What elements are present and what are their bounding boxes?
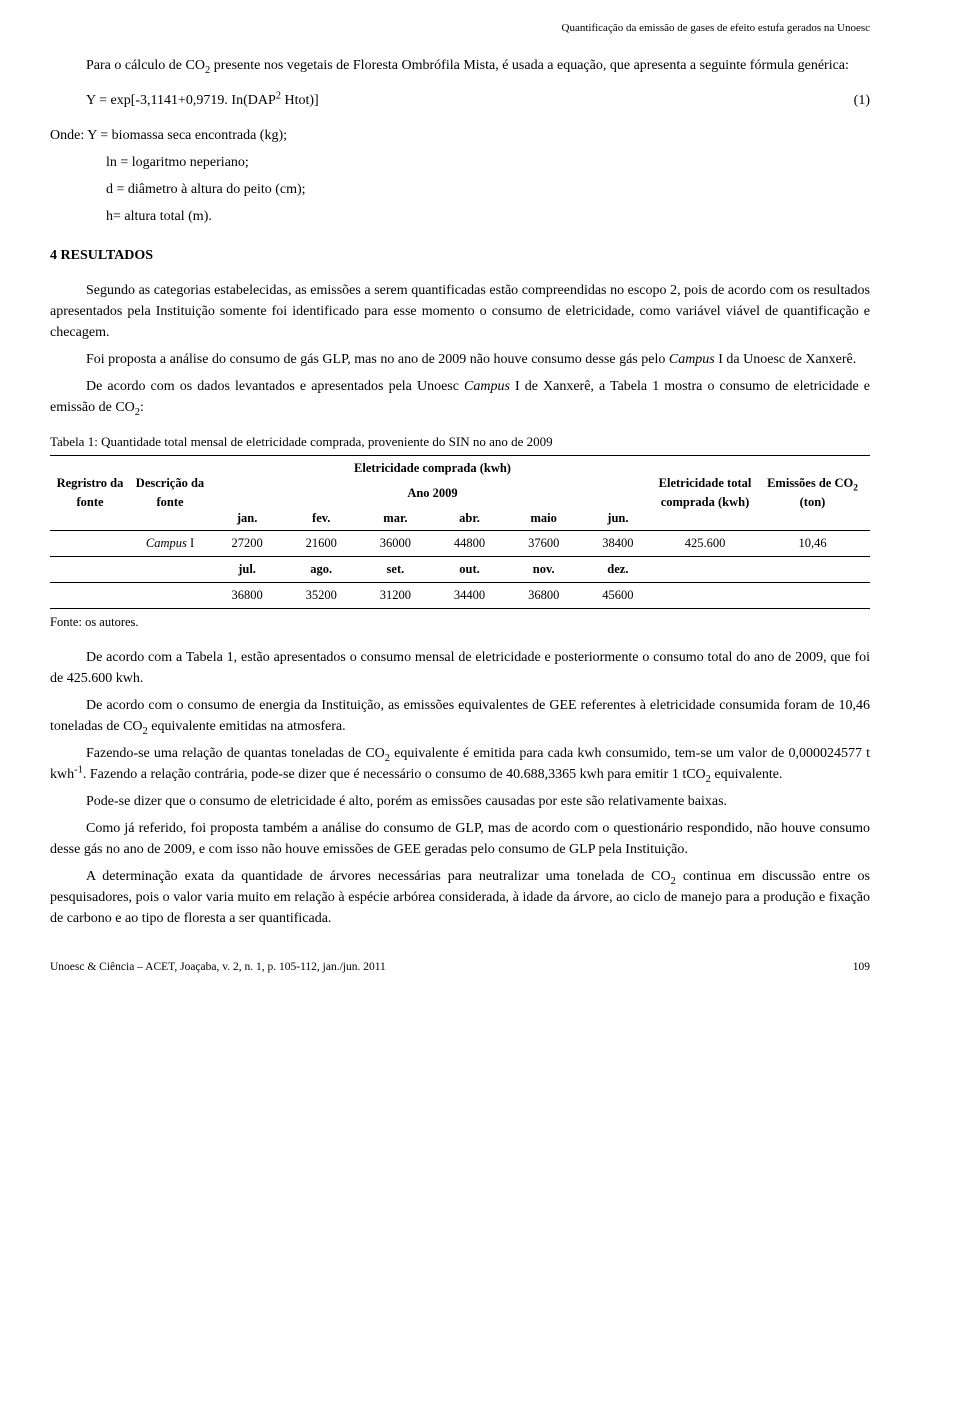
cell-blank [50, 582, 130, 608]
table-caption: Tabela 1: Quantidade total mensal de ele… [50, 432, 870, 452]
section-heading-results: 4 RESULTADOS [50, 245, 870, 266]
where-line: h= altura total (m). [50, 206, 870, 227]
sub-2: 2 [853, 484, 858, 494]
equation-number: (1) [854, 90, 870, 111]
text: Para o cálculo de CO [86, 58, 205, 73]
total-cell: 425.600 [655, 531, 755, 557]
where-lead: Onde: Y = biomassa seca encontrada (kg); [50, 125, 870, 146]
paragraph: De acordo com a Tabela 1, estão apresent… [50, 647, 870, 689]
value-cell: 36800 [507, 582, 581, 608]
col-year: Ano 2009 [210, 481, 655, 506]
footer-page-number: 109 [853, 959, 870, 976]
paragraph: De acordo com o consumo de energia da In… [50, 695, 870, 737]
text: Fazendo-se uma relação de quantas tonela… [86, 746, 385, 761]
table-source: Fonte: os autores. [50, 613, 870, 632]
equation-1: Y = exp[-3,1141+0,9719. In(DAP2 Htot)] (… [86, 90, 870, 111]
paragraph: A determinação exata da quantidade de ár… [50, 866, 870, 929]
month-cell: out. [432, 557, 506, 583]
month-cell: nov. [507, 557, 581, 583]
paragraph: Como já referido, foi proposta também a … [50, 818, 870, 860]
text: . Fazendo a relação contrária, pode-se d… [83, 767, 706, 782]
where-line: ln = logaritmo neperiano; [50, 152, 870, 173]
month-cell: ago. [284, 557, 358, 583]
col-registro: Regristro da fonte [50, 456, 130, 531]
value-cell: 27200 [210, 531, 284, 557]
col-emissoes: Emissões de CO2 (ton) [755, 456, 870, 531]
text: I [187, 536, 194, 550]
paragraph: De acordo com os dados levantados e apre… [50, 376, 870, 418]
text: A determinação exata da quantidade de ár… [86, 869, 671, 884]
text: Emissões de CO [767, 476, 853, 490]
sup-minus1: -1 [74, 765, 83, 776]
cell-blank [655, 582, 755, 608]
col-descricao: Descrição da fonte [130, 456, 210, 531]
value-cell: 38400 [581, 531, 655, 557]
table-row: Campus I 27200 21600 36000 44800 37600 3… [50, 531, 870, 557]
col-total: Eletricidade total comprada (kwh) [655, 456, 755, 531]
month-cell: jun. [581, 506, 655, 531]
value-cell: 31200 [358, 582, 432, 608]
paragraph-intro: Para o cálculo de CO2 presente nos veget… [50, 55, 870, 76]
value-cell: 44800 [432, 531, 506, 557]
text: (ton) [800, 495, 826, 509]
table-header-row: Regristro da fonte Descrição da fonte El… [50, 456, 870, 481]
cell-blank [755, 557, 870, 583]
page-footer: Unoesc & Ciência – ACET, Joaçaba, v. 2, … [50, 959, 870, 976]
text-italic: Campus [146, 536, 187, 550]
text-italic: Campus [464, 379, 510, 394]
text: De acordo com os dados levantados e apre… [86, 379, 464, 394]
paragraph: Segundo as categorias estabelecidas, as … [50, 280, 870, 343]
month-cell: jan. [210, 506, 284, 531]
cell-desc: Campus I [130, 531, 210, 557]
table-row: 36800 35200 31200 34400 36800 45600 [50, 582, 870, 608]
month-cell: fev. [284, 506, 358, 531]
cell-blank [755, 582, 870, 608]
text-italic: Campus [669, 352, 715, 367]
month-cell: jul. [210, 557, 284, 583]
paragraph: Pode-se dizer que o consumo de eletricid… [50, 791, 870, 812]
text: Htot)] [281, 93, 319, 108]
running-header: Quantificação da emissão de gases de efe… [50, 20, 870, 37]
month-cell: maio [507, 506, 581, 531]
text: equivalente. [711, 767, 783, 782]
value-cell: 36000 [358, 531, 432, 557]
text: : [140, 400, 144, 415]
month-cell: abr. [432, 506, 506, 531]
where-block: Onde: Y = biomassa seca encontrada (kg);… [50, 125, 870, 227]
footer-journal: Unoesc & Ciência – ACET, Joaçaba, v. 2, … [50, 959, 386, 976]
table-months-row-2: jul. ago. set. out. nov. dez. [50, 557, 870, 583]
text: Y = exp[-3,1141+0,9719. In(DAP [86, 93, 276, 108]
month-cell: mar. [358, 506, 432, 531]
emissions-cell: 10,46 [755, 531, 870, 557]
text: I da Unoesc de Xanxerê. [715, 352, 857, 367]
text: presente nos vegetais de Floresta Ombróf… [210, 58, 849, 73]
cell-blank [130, 557, 210, 583]
text: equivalente emitidas na atmosfera. [148, 719, 346, 734]
table-1: Regristro da fonte Descrição da fonte El… [50, 455, 870, 609]
col-eletricidade: Eletricidade comprada (kwh) [210, 456, 655, 481]
value-cell: 37600 [507, 531, 581, 557]
cell-blank [50, 557, 130, 583]
value-cell: 35200 [284, 582, 358, 608]
text: Foi proposta a análise do consumo de gás… [86, 352, 669, 367]
where-line: d = diâmetro à altura do peito (cm); [50, 179, 870, 200]
value-cell: 21600 [284, 531, 358, 557]
month-cell: set. [358, 557, 432, 583]
month-cell: dez. [581, 557, 655, 583]
paragraph: Foi proposta a análise do consumo de gás… [50, 349, 870, 370]
value-cell: 45600 [581, 582, 655, 608]
value-cell: 36800 [210, 582, 284, 608]
value-cell: 34400 [432, 582, 506, 608]
cell-blank [130, 582, 210, 608]
equation-text: Y = exp[-3,1141+0,9719. In(DAP2 Htot)] [86, 90, 319, 111]
cell-blank [50, 531, 130, 557]
cell-blank [655, 557, 755, 583]
paragraph: Fazendo-se uma relação de quantas tonela… [50, 743, 870, 785]
